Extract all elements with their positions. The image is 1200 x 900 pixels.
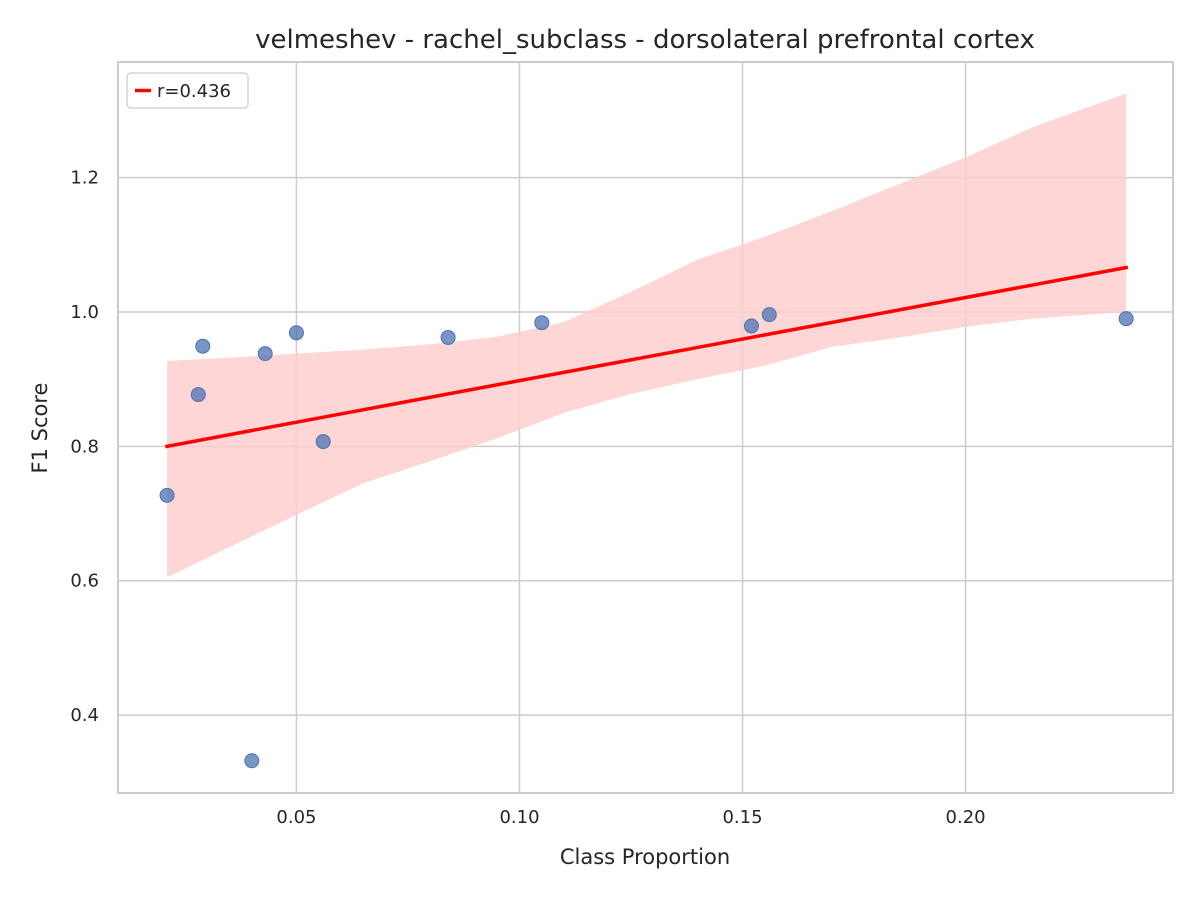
data-point: [195, 338, 211, 354]
y-tick-label: 1.0: [70, 302, 99, 323]
x-tick-label: 0.20: [946, 807, 986, 828]
y-tick-label: 1.2: [70, 168, 99, 189]
data-point: [534, 315, 550, 331]
y-tick-label: 0.8: [70, 436, 99, 457]
confidence-band: [167, 93, 1127, 578]
y-tick-labels: 0.4 0.6 0.8 1.0 1.2: [70, 168, 99, 727]
plot-frame: [117, 61, 1174, 794]
x-tick-labels: 0.05 0.10 0.15 0.20: [276, 807, 985, 828]
data-point: [1118, 311, 1134, 327]
data-point: [315, 434, 331, 450]
legend-label: r=0.436: [157, 81, 231, 102]
y-tick-label: 0.6: [70, 571, 99, 592]
data-point: [761, 307, 777, 323]
data-point: [190, 387, 206, 403]
x-tick-label: 0.05: [276, 807, 316, 828]
data-point: [257, 346, 273, 362]
regression-line-layer: [165, 265, 1129, 449]
regression-line: [165, 265, 1129, 449]
data-point: [244, 753, 260, 769]
data-point: [440, 329, 456, 345]
y-tick-label: 0.4: [70, 705, 99, 726]
data-point: [288, 325, 304, 341]
x-axis-label: Class Proportion: [560, 845, 730, 869]
confidence-band-layer: [167, 93, 1127, 578]
x-tick-label: 0.15: [722, 807, 762, 828]
legend: r=0.436: [126, 72, 249, 109]
legend-box: [126, 72, 249, 109]
data-point: [743, 318, 759, 334]
chart-title: velmeshev - rachel_subclass - dorsolater…: [255, 25, 1035, 55]
y-axis-label: F1 Score: [28, 383, 52, 474]
points-layer: [159, 307, 1134, 769]
x-tick-label: 0.10: [499, 807, 539, 828]
data-point: [159, 487, 175, 503]
